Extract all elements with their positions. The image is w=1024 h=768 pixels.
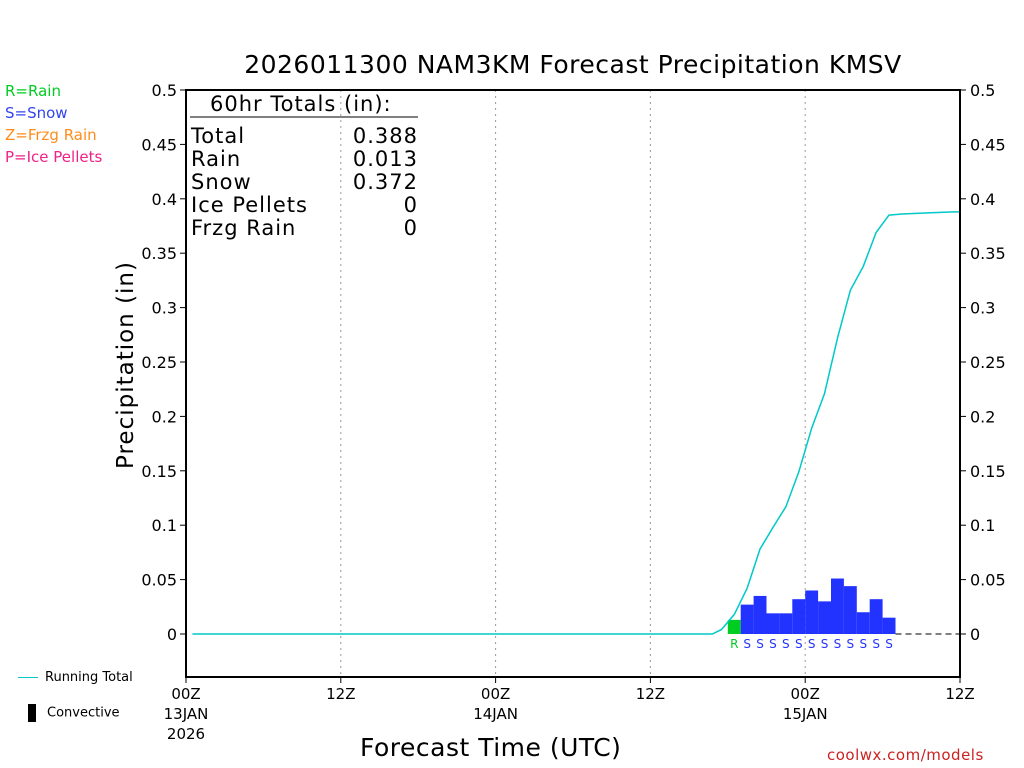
x-tick-label: 12Z: [636, 685, 665, 703]
precip-type-letter: S: [795, 637, 803, 651]
precip-type-letter: S: [872, 637, 880, 651]
convective-legend: Convective: [28, 704, 120, 722]
legend-snow: S=Snow: [5, 104, 68, 122]
x-axis-title: Forecast Time (UTC): [360, 733, 622, 762]
x-tick-date: 15JAN: [783, 705, 828, 723]
y-tick-label-left: 0.25: [141, 353, 177, 372]
y-tick-label-right: 0.35: [970, 244, 1006, 263]
precip-bar: [882, 617, 896, 634]
y-tick-label-right: 0.3: [970, 299, 995, 318]
y-tick-label-left: 0.1: [152, 516, 177, 535]
legend-rain: R=Rain: [5, 82, 61, 100]
y-tick-label-right: 0.15: [970, 462, 1006, 481]
running-total-line: [192, 211, 960, 635]
chart-title: 2026011300 NAM3KM Forecast Precipitation…: [244, 50, 902, 79]
y-tick-label-left: 0.05: [141, 571, 177, 590]
totals-row-value: 0.013: [353, 147, 418, 171]
precip-type-letter: S: [885, 637, 893, 651]
totals-row-value: 0.372: [353, 170, 418, 194]
totals-row-label: Rain: [191, 147, 241, 171]
precip-bar: [740, 604, 754, 634]
totals-heading: 60hr Totals (in):: [210, 92, 392, 116]
y-tick-label-left: 0.2: [152, 407, 177, 426]
precip-type-letter: S: [847, 637, 855, 651]
precip-type-letter: S: [769, 637, 777, 651]
y-tick-label-left: 0.3: [152, 299, 177, 318]
precip-bar: [831, 578, 844, 634]
x-tick-date: 13JAN: [164, 705, 209, 723]
x-tick-date: 14JAN: [473, 705, 518, 723]
running-total-legend: Running Total: [18, 670, 133, 685]
precip-bar: [766, 613, 780, 634]
type-legend: R=Rain S=Snow Z=Frzg Rain P=Ice Pellets: [5, 80, 102, 168]
totals-row-value: 0: [404, 193, 418, 217]
y-tick-label-right: 0.4: [970, 190, 995, 209]
totals-row-label: Snow: [191, 170, 252, 194]
y-tick-label-left: 0.15: [141, 462, 177, 481]
precip-type-letter: S: [743, 637, 751, 651]
running-total-legend-label: Running Total: [45, 670, 133, 685]
x-tick-label: 00Z: [481, 685, 510, 703]
x-tick-label: 00Z: [791, 685, 820, 703]
precip-type-letter: R: [730, 637, 738, 651]
precip-type-letter: S: [808, 637, 816, 651]
y-tick-label-right: 0.1: [970, 516, 995, 535]
credit-link[interactable]: coolwx.com/models: [827, 746, 984, 764]
x-tick-label: 12Z: [945, 685, 974, 703]
legend-frzg-rain: Z=Frzg Rain: [5, 126, 97, 144]
convective-swatch: [28, 704, 36, 722]
y-tick-label-right: 0.45: [970, 135, 1006, 154]
precip-type-letter: S: [756, 637, 764, 651]
precip-bar: [792, 599, 806, 634]
y-tick-label-right: 0: [970, 625, 980, 644]
plot-frame: [185, 89, 961, 678]
x-tick-label: 12Z: [326, 685, 355, 703]
totals-row-value: 0.388: [353, 124, 418, 148]
legend-ice-pellets: P=Ice Pellets: [5, 148, 103, 166]
totals-row-value: 0: [404, 216, 418, 240]
y-tick-label-right: 0.5: [970, 81, 995, 100]
y-tick-label-left: 0.5: [152, 81, 177, 100]
y-tick-label-left: 0.35: [141, 244, 177, 263]
precip-bar: [805, 590, 819, 634]
y-tick-label-right: 0.25: [970, 353, 1006, 372]
y-tick-label-left: 0.4: [152, 190, 177, 209]
y-tick-label-left: 0.45: [141, 135, 177, 154]
precip-bar: [843, 586, 857, 634]
x-tick-label: 00Z: [171, 685, 200, 703]
precip-bar: [818, 601, 831, 634]
precip-type-letter: S: [782, 637, 790, 651]
totals-row-label: Total: [190, 124, 245, 148]
precip-type-letter: S: [821, 637, 829, 651]
precip-bar: [869, 599, 883, 634]
x-tick-year: 2026: [167, 725, 205, 743]
precip-type-letter: S: [859, 637, 867, 651]
y-tick-label-right: 0.05: [970, 571, 1006, 590]
precip-bar: [753, 595, 767, 634]
totals-row-label: Frzg Rain: [191, 216, 296, 240]
convective-legend-label: Convective: [47, 705, 120, 721]
totals-row-label: Ice Pellets: [191, 193, 308, 217]
precip-bar: [856, 612, 870, 634]
y-tick-label-left: 0: [167, 625, 177, 644]
precip-bar: [779, 613, 793, 634]
y-tick-label-right: 0.2: [970, 407, 995, 426]
precip-type-letter: S: [834, 637, 842, 651]
running-total-swatch: [18, 677, 38, 678]
precip-bar: [727, 619, 741, 634]
